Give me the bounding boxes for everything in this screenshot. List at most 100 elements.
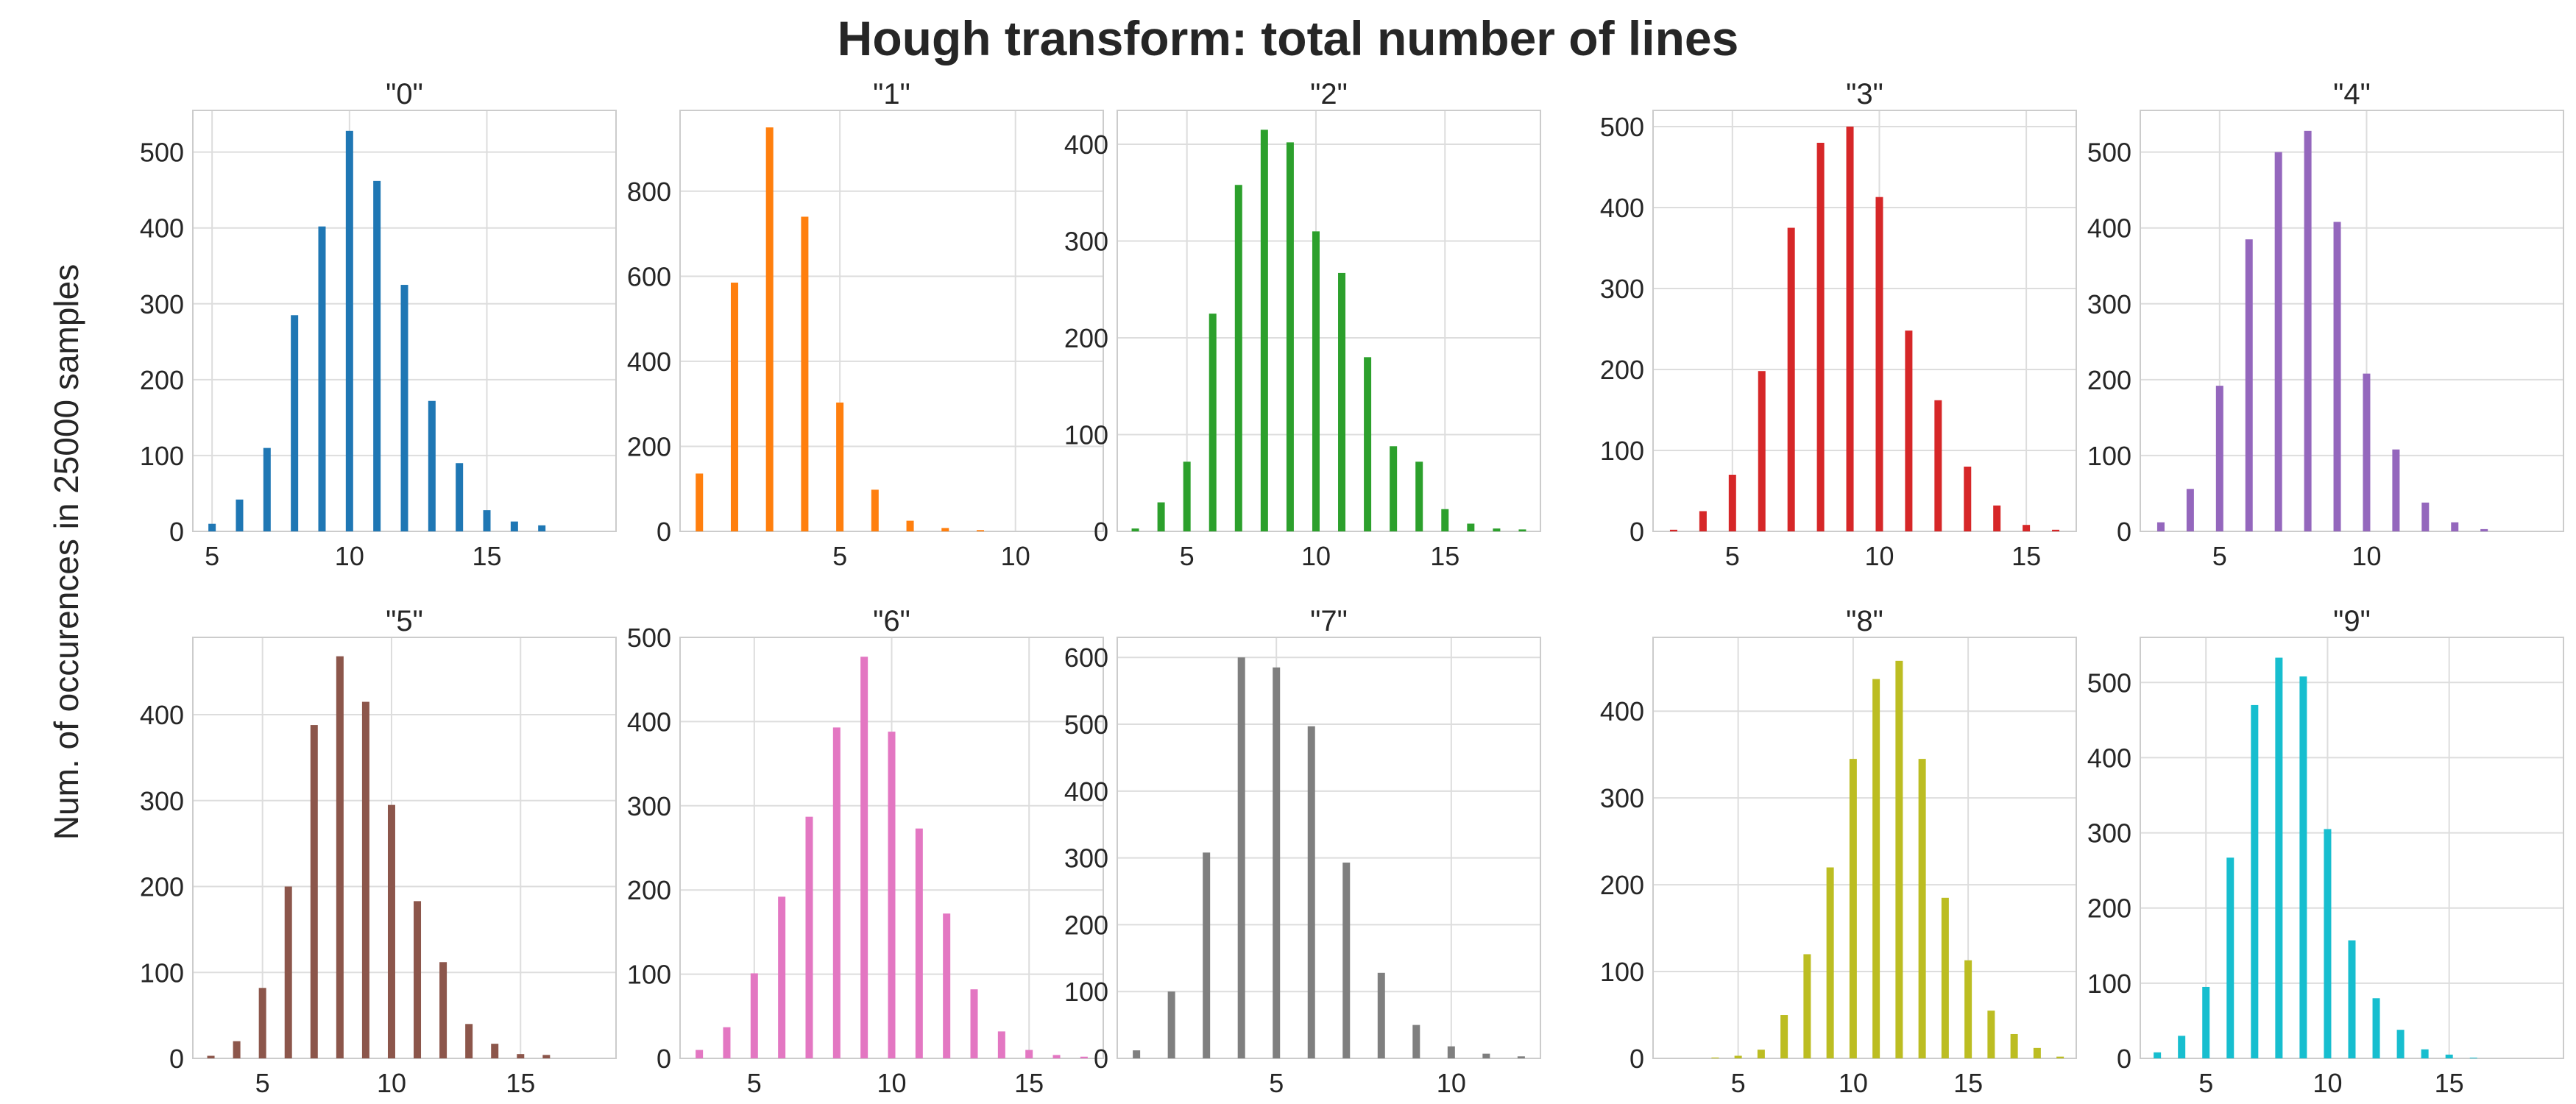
plot-frame <box>679 110 1104 532</box>
bar-value-13 <box>1390 446 1398 531</box>
y-tick-label: 100 <box>1064 977 1108 1007</box>
subplot-title: "9" <box>2333 605 2371 637</box>
bar-value-9 <box>361 701 369 1058</box>
bar-value-4 <box>723 1027 731 1058</box>
bar-value-5 <box>1273 667 1281 1058</box>
x-tick-label: 10 <box>1301 541 1331 571</box>
y-tick-label: 500 <box>1064 710 1108 740</box>
subplot-2: 5 10 15 0 100 200 300 400 "2" <box>1064 78 1541 571</box>
x-tick-label: 15 <box>1014 1068 1044 1098</box>
subplot-title: "2" <box>1310 78 1348 110</box>
bar-value-6 <box>2226 857 2234 1058</box>
bar-value-12 <box>2372 998 2380 1058</box>
x-tick-label: 10 <box>1437 1068 1466 1098</box>
bar-value-16 <box>2052 529 2060 531</box>
bar-value-3 <box>2154 1052 2162 1058</box>
bar-value-16 <box>1467 523 1475 531</box>
y-tick-label: 0 <box>1094 517 1108 547</box>
y-tick-label: 400 <box>1600 193 1644 223</box>
x-tick-label: 15 <box>2435 1068 2464 1098</box>
y-tick-label: 100 <box>2087 969 2131 999</box>
bar-value-3 <box>1131 528 1139 531</box>
bar-value-1 <box>1133 1050 1141 1058</box>
bar-value-14 <box>997 1031 1005 1058</box>
subplot-title: "1" <box>873 78 910 110</box>
y-tick-label: 100 <box>1600 957 1644 987</box>
bar-value-7 <box>263 447 271 531</box>
plot-frame <box>1652 110 2077 532</box>
bar-value-9 <box>2299 676 2307 1058</box>
bar-value-10 <box>888 732 896 1058</box>
plot-frame <box>1117 637 1541 1059</box>
y-tick-label: 300 <box>2087 818 2131 849</box>
bar-value-8 <box>1260 130 1268 532</box>
bar-value-5 <box>1728 475 1736 531</box>
bar-value-4 <box>233 1041 241 1058</box>
bar-value-7 <box>1234 185 1242 531</box>
bar-value-9 <box>2333 222 2341 531</box>
bar-value-2 <box>1167 991 1175 1058</box>
bar-value-13 <box>970 989 978 1058</box>
bar-value-6 <box>1209 314 1217 531</box>
x-tick-label: 5 <box>1725 541 1740 571</box>
subplot-title: "6" <box>873 605 910 637</box>
bar-value-16 <box>1052 1055 1061 1058</box>
y-tick-label: 300 <box>1064 843 1108 874</box>
bar-value-5 <box>208 523 216 531</box>
y-tick-label: 0 <box>657 1044 671 1074</box>
bar-value-7 <box>1342 862 1351 1058</box>
bar-value-18 <box>1518 529 1526 531</box>
x-tick-label: 5 <box>255 1068 270 1098</box>
bar-value-8 <box>291 315 299 531</box>
bar-value-7 <box>1780 1015 1788 1058</box>
y-tick-label: 300 <box>2087 289 2131 319</box>
bar-value-17 <box>538 525 546 531</box>
y-tick-label: 400 <box>1064 776 1108 807</box>
y-tick-label: 100 <box>140 441 184 471</box>
bar-value-4 <box>801 216 809 531</box>
y-tick-label: 200 <box>1600 870 1644 900</box>
bar-value-15 <box>1964 960 1972 1058</box>
subplot-title: "3" <box>1846 78 1883 110</box>
x-tick-label: 10 <box>2313 1068 2342 1098</box>
bar-value-15 <box>483 510 491 531</box>
bar-value-11 <box>1338 272 1346 531</box>
bar-value-4 <box>1237 657 1245 1058</box>
bar-value-11 <box>373 180 381 532</box>
y-tick-label: 500 <box>140 138 184 168</box>
bar-value-10 <box>387 804 395 1058</box>
bar-value-8 <box>1377 972 1385 1058</box>
x-tick-label: 10 <box>1001 541 1030 571</box>
x-tick-label: 5 <box>1731 1068 1746 1098</box>
figure-title: Hough transform: total number of lines <box>837 11 1739 66</box>
bar-value-3 <box>207 1055 215 1058</box>
x-tick-label: 10 <box>1839 1068 1868 1098</box>
y-tick-label: 600 <box>1064 643 1108 673</box>
bar-value-4 <box>1157 502 1165 531</box>
bar-value-7 <box>906 520 914 531</box>
y-tick-label: 200 <box>1064 910 1108 940</box>
subplot-9: 5 10 15 0 100 200 300 400 500 "9" <box>2087 605 2564 1098</box>
bar-value-8 <box>2304 130 2312 531</box>
y-tick-label: 200 <box>140 872 184 902</box>
bar-value-11 <box>1905 330 1913 531</box>
x-tick-label: 15 <box>1953 1068 1983 1098</box>
bar-value-10 <box>1312 231 1320 531</box>
y-tick-label: 200 <box>627 431 671 461</box>
y-tick-label: 200 <box>140 365 184 395</box>
bar-value-6 <box>236 499 244 531</box>
y-tick-label: 0 <box>169 1044 184 1074</box>
bar-value-6 <box>1757 1050 1765 1058</box>
x-tick-label: 5 <box>1269 1068 1284 1098</box>
bar-value-5 <box>836 402 844 531</box>
y-tick-label: 200 <box>627 875 671 905</box>
bar-value-15 <box>2445 1054 2453 1058</box>
bar-value-13 <box>1964 467 1972 531</box>
bar-value-17 <box>1080 1056 1088 1058</box>
bar-value-11 <box>414 901 422 1058</box>
bar-value-8 <box>2275 657 2283 1058</box>
bar-value-10 <box>1875 197 1883 531</box>
